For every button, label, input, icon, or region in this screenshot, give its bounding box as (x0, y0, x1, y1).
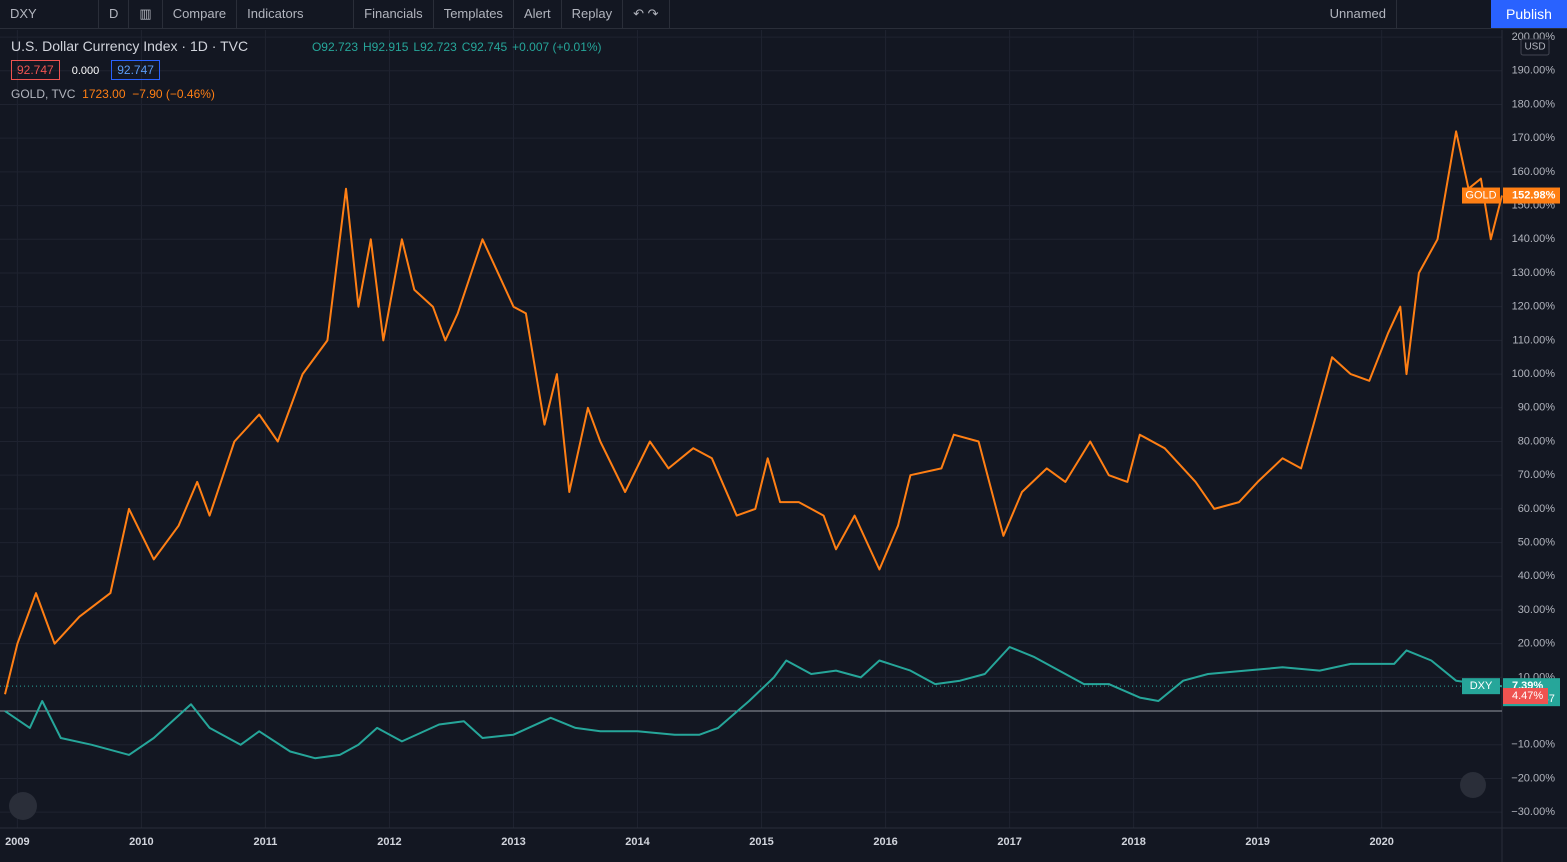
y-tick-label: −30.00% (1511, 806, 1555, 818)
ohlc-value: L92.723 (413, 40, 457, 54)
logo (9, 792, 37, 820)
y-tick-label: 40.00% (1518, 570, 1556, 582)
scroll-button[interactable] (1460, 772, 1486, 798)
x-tick-label: 2015 (749, 836, 773, 848)
y-tick-label: 70.00% (1518, 469, 1556, 481)
x-tick-label: 2011 (253, 836, 277, 848)
last-value-label: 152.98% (1512, 189, 1556, 201)
y-tick-label: 110.00% (1512, 334, 1555, 346)
x-tick-label: 2014 (625, 836, 650, 848)
gold-name: GOLD, TVC (11, 87, 76, 101)
publish[interactable]: Publish (1491, 0, 1567, 28)
x-tick-label: 2013 (501, 836, 525, 848)
price-box: 92.747 (11, 60, 60, 80)
series-line (4, 130, 1503, 695)
ohlc-value: O92.723 (311, 40, 359, 54)
gold-change: −7.90 (−0.46%) (132, 87, 215, 101)
x-tick-label: 2009 (5, 836, 29, 848)
gold-legend: GOLD, TVC 1723.00 −7.90 (−0.46%) (11, 87, 607, 101)
y-tick-label: 120.00% (1512, 301, 1556, 313)
plot-bg (0, 29, 1567, 862)
alert[interactable]: Alert (514, 0, 562, 28)
price-boxes: 92.747 0.000 92.747 (11, 60, 607, 80)
y-tick-label: 130.00% (1512, 267, 1556, 279)
y-tick-label: −20.00% (1511, 772, 1555, 784)
x-tick-label: 2017 (997, 836, 1021, 848)
indicators[interactable]: Indicators (237, 0, 355, 28)
legend-title: U.S. Dollar Currency Index (11, 38, 178, 54)
y-tick-label: 60.00% (1518, 503, 1556, 515)
gold-price: 1723.00 (82, 87, 126, 101)
x-tick-label: 2010 (129, 836, 153, 848)
series-tag (1462, 678, 1500, 695)
y-tick-label: 140.00% (1512, 233, 1556, 245)
x-tick-label: 2016 (873, 836, 897, 848)
last-value-tag (1503, 187, 1560, 204)
y-tick-label: 80.00% (1518, 435, 1556, 447)
x-tick-label: 2012 (377, 836, 401, 848)
replay[interactable]: Replay (562, 0, 624, 28)
series-line (4, 646, 1503, 760)
x-tick-label: 2019 (1245, 836, 1269, 848)
ohlc-value: +0.007 (+0.01%) (512, 40, 602, 54)
compare[interactable]: Compare (163, 0, 238, 28)
x-tick-label: 2020 (1369, 836, 1393, 848)
templates[interactable]: Templates (434, 0, 514, 28)
y-tick-label: 170.00% (1512, 132, 1556, 144)
interval[interactable]: D (99, 0, 130, 28)
price-box: 0.000 (71, 65, 100, 77)
legend-interval: 1D (189, 38, 208, 54)
symbol[interactable]: DXY (0, 0, 99, 28)
series-tag-name: DXY (1470, 680, 1493, 692)
y-tick-label: 190.00% (1512, 65, 1556, 77)
series-tag-name: GOLD (1465, 189, 1496, 201)
x-tick-label: 2018 (1121, 836, 1145, 848)
y-tick-label: 90.00% (1518, 402, 1556, 414)
y-tick-label: 20.00% (1518, 638, 1556, 650)
marker-tag (1503, 687, 1548, 704)
y-tick-label: 100.00% (1512, 368, 1556, 380)
ohlc-value: C92.745 (461, 40, 508, 54)
legend: U.S. Dollar Currency Index · 1D · TVC O9… (11, 38, 607, 101)
ohlc-value: H92.915 (363, 40, 409, 54)
marker-label: 4.47% (1512, 690, 1543, 702)
legend-exchange: TVC (220, 38, 249, 54)
ohlc: O92.723 H92.915 L92.723 C92.745 +0.007 (+0.0… (312, 40, 607, 54)
currency-label: USD (1524, 42, 1545, 53)
layout[interactable]: Unnamed (1320, 0, 1397, 28)
undo-redo[interactable]: ↶ ↷ (623, 0, 670, 28)
financials[interactable]: Financials (354, 0, 434, 28)
series-tag (1462, 187, 1500, 204)
y-tick-label: −10.00% (1511, 739, 1555, 751)
y-tick-label: 180.00% (1512, 98, 1556, 110)
chart-style[interactable]: ▥ (129, 0, 163, 28)
y-tick-label: 160.00% (1512, 166, 1556, 178)
price-box: 92.747 (111, 60, 160, 80)
y-tick-label: 30.00% (1518, 604, 1556, 616)
currency-badge (1520, 38, 1550, 56)
toolbar: DXY D ▥ Compare Indicators Financials Te… (0, 0, 1567, 29)
y-tick-label: 50.00% (1518, 536, 1556, 548)
